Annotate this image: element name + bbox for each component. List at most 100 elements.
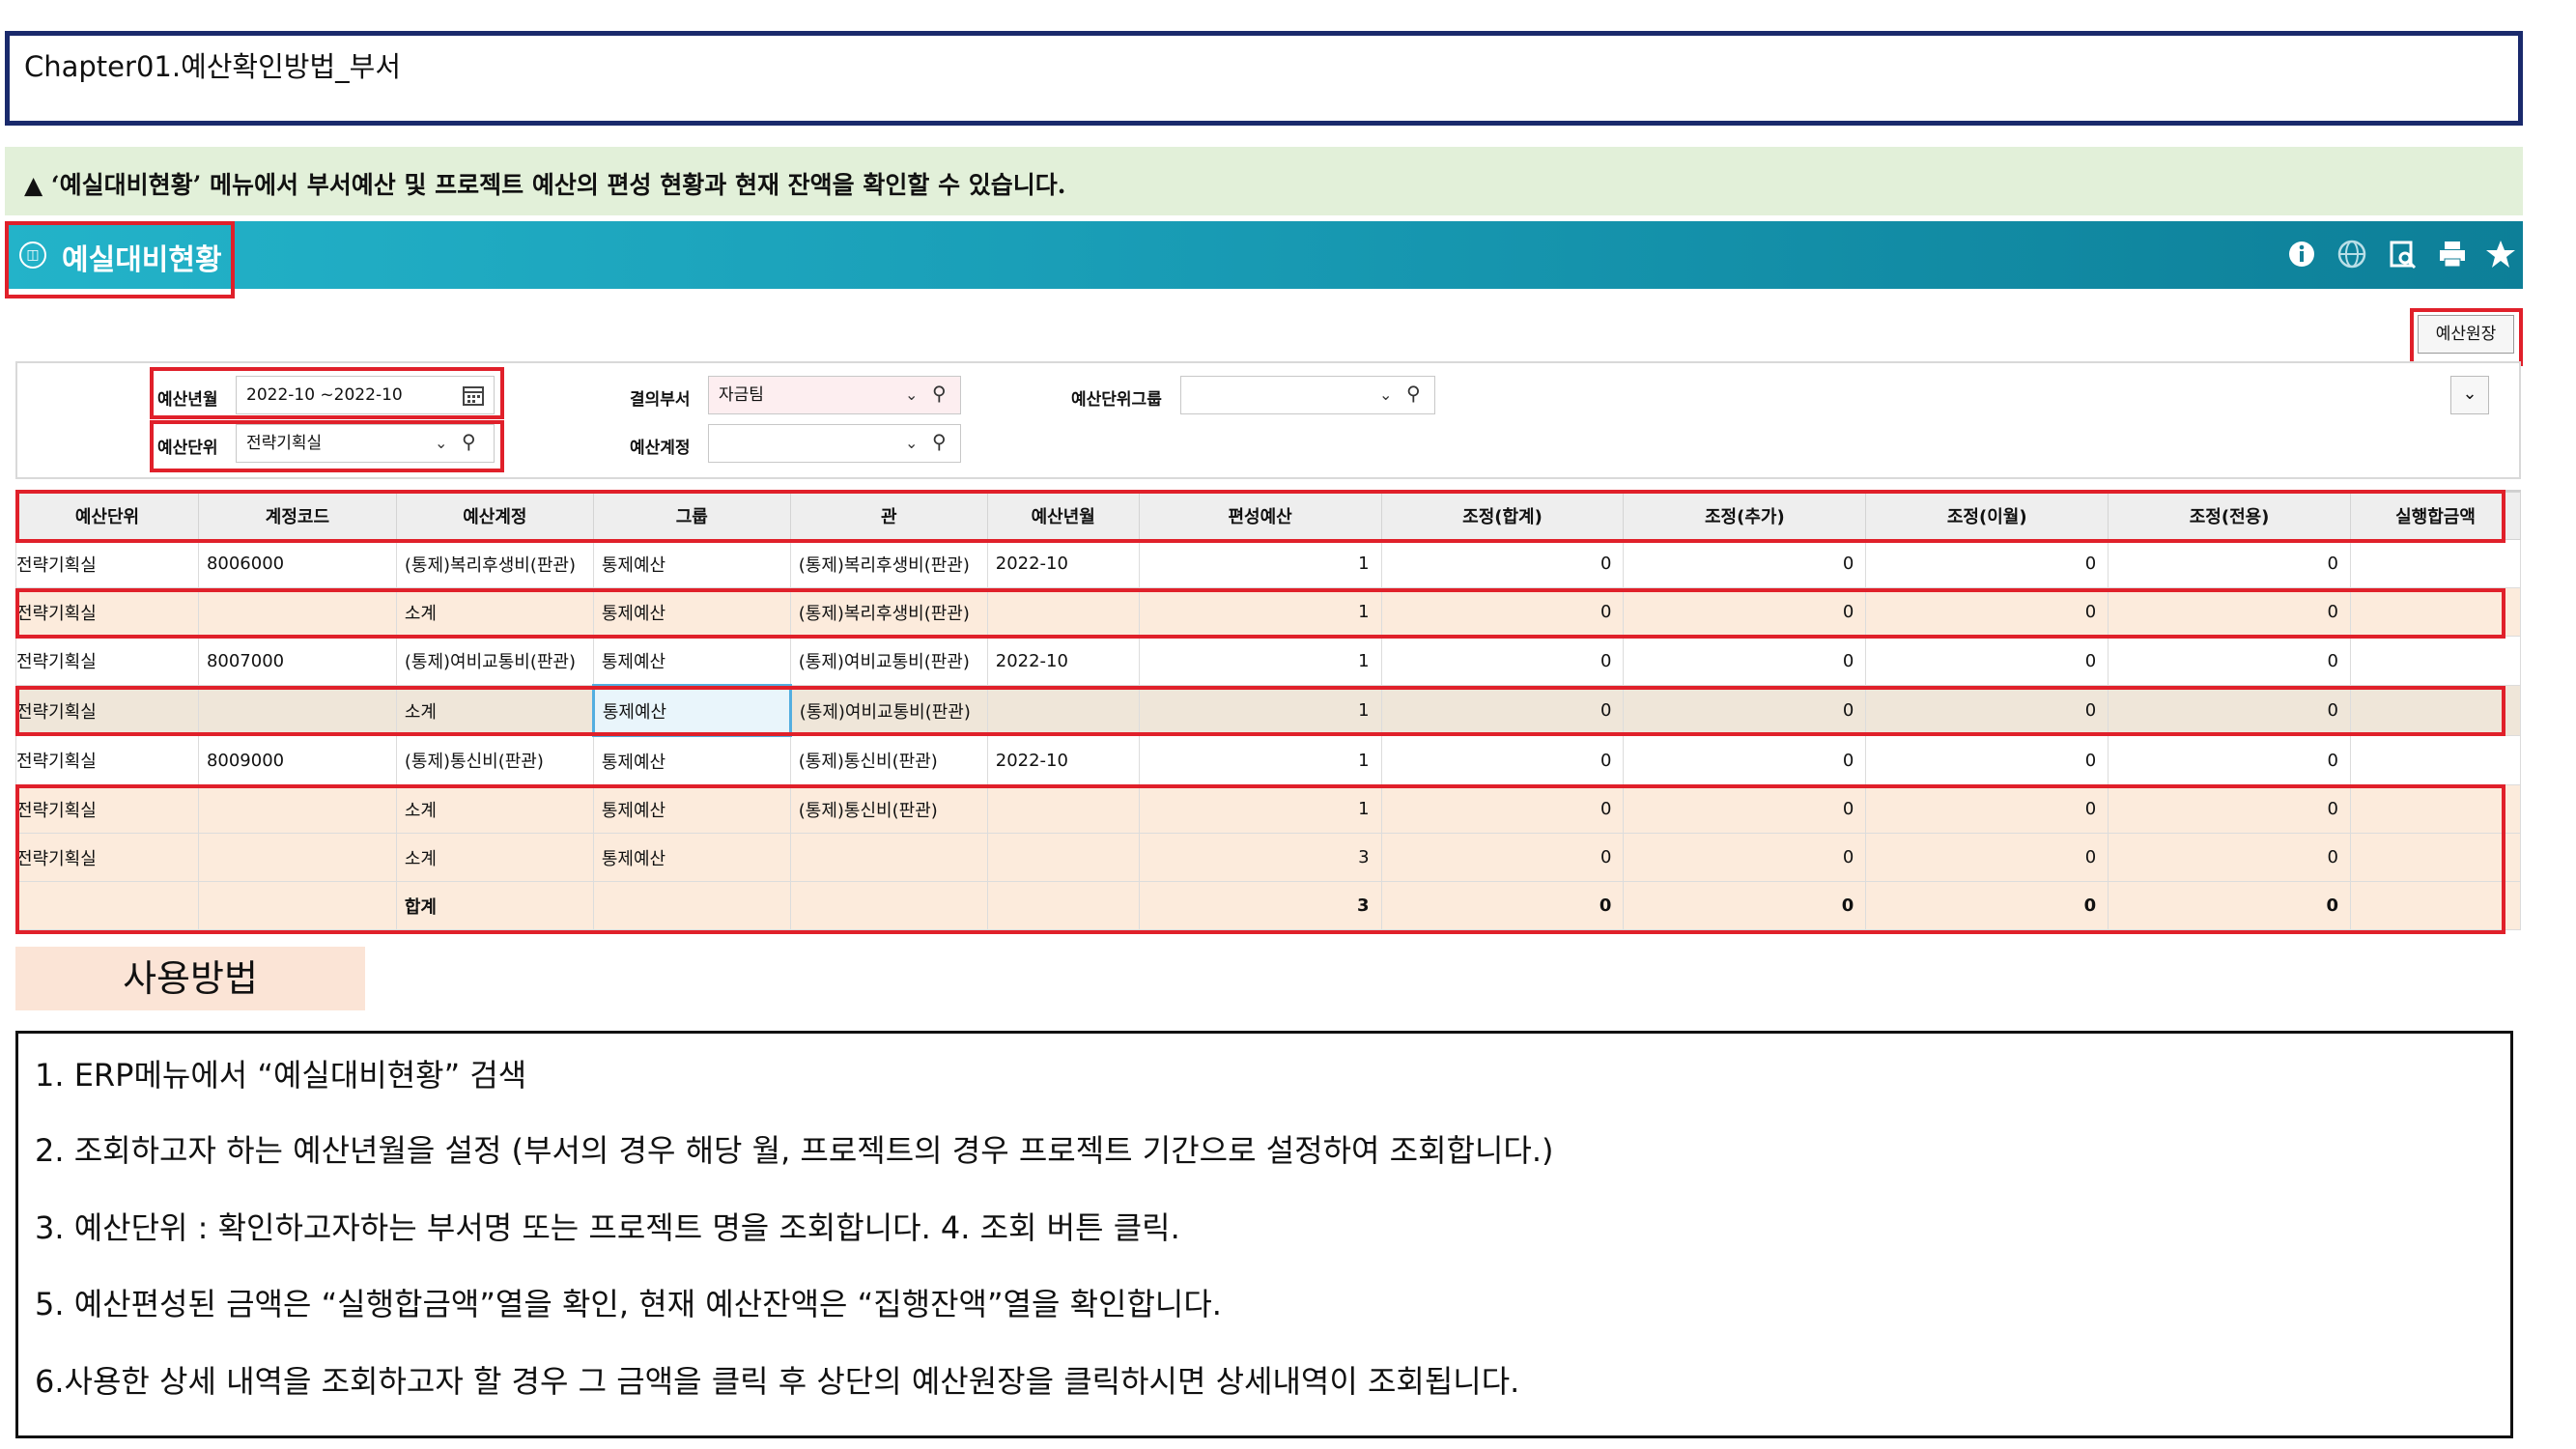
table-cell[interactable]: 0 bbox=[1380, 784, 1625, 834]
table-cell[interactable] bbox=[197, 881, 397, 930]
table-cell[interactable]: 통제예산 bbox=[592, 587, 791, 637]
table-cell[interactable]: 0 bbox=[2108, 636, 2351, 686]
table-cell[interactable] bbox=[15, 881, 199, 930]
column-header[interactable]: 실행합금액 bbox=[2350, 492, 2521, 540]
table-cell[interactable]: 통제예산 bbox=[592, 784, 791, 834]
table-cell[interactable]: (통제)복리후생비(판관) bbox=[789, 539, 988, 588]
table-cell[interactable]: 0 bbox=[2108, 833, 2351, 882]
table-cell[interactable] bbox=[2350, 685, 2521, 736]
table-cell[interactable]: 0 bbox=[1623, 784, 1867, 834]
table-cell[interactable]: 0 bbox=[1865, 587, 2109, 637]
table-cell[interactable]: 0 bbox=[1623, 587, 1867, 637]
table-cell[interactable]: (통제)복리후생비(판관) bbox=[395, 539, 594, 588]
table-cell[interactable] bbox=[2350, 539, 2521, 588]
table-cell[interactable]: 소계 bbox=[395, 833, 594, 882]
search-icon[interactable]: ⚲ bbox=[1406, 382, 1421, 405]
table-cell[interactable] bbox=[592, 881, 791, 930]
column-header[interactable]: 조정(전용) bbox=[2108, 492, 2351, 540]
table-cell[interactable]: 2022-10 bbox=[986, 636, 1140, 686]
group-field[interactable] bbox=[1180, 376, 1435, 414]
table-cell[interactable]: 0 bbox=[2108, 881, 2351, 930]
table-cell[interactable] bbox=[197, 833, 397, 882]
table-row[interactable]: 전략기획실 8009000 (통제)통신비(판관) 통제예산 (통제)통신비(판관) 20… bbox=[15, 735, 2521, 785]
column-header[interactable]: 조정(합계) bbox=[1380, 492, 1625, 540]
chevron-down-icon[interactable]: ⌄ bbox=[905, 434, 919, 452]
table-cell[interactable] bbox=[2350, 833, 2521, 882]
table-cell[interactable] bbox=[197, 685, 397, 736]
table-cell[interactable]: 1 bbox=[1138, 587, 1382, 637]
table-cell[interactable]: 통제예산 bbox=[591, 684, 792, 737]
expand-filter-button[interactable]: ⌄ bbox=[2450, 376, 2489, 414]
table-cell[interactable] bbox=[986, 833, 1140, 882]
table-cell[interactable] bbox=[789, 881, 988, 930]
table-cell[interactable]: 전략기획실 bbox=[15, 636, 199, 686]
table-cell[interactable]: 1 bbox=[1138, 636, 1382, 686]
table-cell[interactable]: (통제)여비교통비(판관) bbox=[789, 685, 988, 736]
table-cell[interactable] bbox=[2350, 587, 2521, 637]
table-cell[interactable]: 소계 bbox=[395, 784, 594, 834]
table-cell[interactable]: 0 bbox=[1865, 636, 2109, 686]
table-cell[interactable]: (통제)통신비(판관) bbox=[789, 735, 988, 785]
table-row[interactable]: 합계 3 0 0 0 0 bbox=[15, 881, 2521, 930]
table-cell[interactable]: 통제예산 bbox=[592, 539, 791, 588]
table-cell[interactable] bbox=[197, 587, 397, 637]
print-icon[interactable] bbox=[2436, 238, 2469, 270]
table-cell[interactable]: 2022-10 bbox=[986, 539, 1140, 588]
table-row[interactable]: 전략기획실 소계 통제예산 (통제)복리후생비(판관) 1 0 0 0 0 bbox=[15, 587, 2521, 637]
table-cell[interactable]: 전략기획실 bbox=[15, 685, 199, 736]
table-cell[interactable]: (통제)여비교통비(판관) bbox=[789, 636, 988, 686]
table-cell[interactable]: 0 bbox=[2108, 784, 2351, 834]
table-cell[interactable]: 0 bbox=[1380, 833, 1625, 882]
table-cell[interactable] bbox=[2350, 735, 2521, 785]
table-cell[interactable] bbox=[986, 784, 1140, 834]
table-cell[interactable]: 0 bbox=[1865, 539, 2109, 588]
table-cell[interactable]: 0 bbox=[2108, 587, 2351, 637]
search-icon[interactable]: ⚲ bbox=[462, 430, 476, 453]
table-cell[interactable]: 0 bbox=[1380, 587, 1625, 637]
column-header[interactable]: 예산단위 bbox=[15, 492, 199, 540]
column-header[interactable]: 예산계정 bbox=[395, 492, 594, 540]
table-row[interactable]: 전략기획실 8007000 (통제)여비교통비(판관) 통제예산 (통제)여비교통비(판… bbox=[15, 636, 2521, 686]
column-header[interactable]: 계정코드 bbox=[197, 492, 397, 540]
table-cell[interactable]: 0 bbox=[1865, 784, 2109, 834]
account-field[interactable] bbox=[708, 424, 961, 463]
column-header[interactable]: 예산년월 bbox=[986, 492, 1140, 540]
table-cell[interactable]: 0 bbox=[2108, 539, 2351, 588]
table-cell[interactable]: 0 bbox=[1623, 539, 1867, 588]
dept-field[interactable]: 자금팀 bbox=[708, 376, 961, 414]
table-cell[interactable]: 0 bbox=[1865, 735, 2109, 785]
budget-unit-field[interactable]: 전략기획실 bbox=[236, 424, 495, 463]
table-cell[interactable] bbox=[2350, 636, 2521, 686]
table-cell[interactable]: 전략기획실 bbox=[15, 587, 199, 637]
table-cell[interactable]: (통제)통신비(판관) bbox=[789, 784, 988, 834]
table-cell[interactable]: 전략기획실 bbox=[15, 833, 199, 882]
table-cell[interactable] bbox=[197, 784, 397, 834]
table-cell[interactable] bbox=[789, 833, 988, 882]
table-cell[interactable]: 0 bbox=[1380, 636, 1625, 686]
table-cell[interactable]: (통제)여비교통비(판관) bbox=[395, 636, 594, 686]
table-cell[interactable]: 전략기획실 bbox=[15, 735, 199, 785]
table-cell[interactable]: 0 bbox=[1865, 881, 2109, 930]
table-cell[interactable]: 0 bbox=[1623, 833, 1867, 882]
table-cell[interactable]: 1 bbox=[1138, 784, 1382, 834]
table-cell[interactable]: 합계 bbox=[395, 881, 594, 930]
table-cell[interactable]: 0 bbox=[1380, 881, 1625, 930]
table-cell[interactable]: 3 bbox=[1138, 833, 1382, 882]
search-icon[interactable]: ⚲ bbox=[932, 382, 947, 405]
column-header[interactable]: 편성예산 bbox=[1138, 492, 1382, 540]
calendar-icon[interactable] bbox=[462, 384, 485, 411]
table-cell[interactable]: 0 bbox=[2108, 735, 2351, 785]
table-cell[interactable]: 8007000 bbox=[197, 636, 397, 686]
table-cell[interactable] bbox=[2350, 881, 2521, 930]
column-header[interactable]: 그룹 bbox=[592, 492, 791, 540]
table-cell[interactable] bbox=[986, 881, 1140, 930]
star-icon[interactable] bbox=[2484, 238, 2517, 270]
table-cell[interactable]: 8009000 bbox=[197, 735, 397, 785]
table-cell[interactable] bbox=[2350, 784, 2521, 834]
table-cell[interactable]: 0 bbox=[1865, 685, 2109, 736]
table-cell[interactable]: 0 bbox=[1380, 735, 1625, 785]
table-cell[interactable]: 전략기획실 bbox=[15, 539, 199, 588]
table-cell[interactable]: 0 bbox=[1623, 881, 1867, 930]
table-cell[interactable]: 통제예산 bbox=[592, 636, 791, 686]
table-cell[interactable]: 3 bbox=[1138, 881, 1382, 930]
